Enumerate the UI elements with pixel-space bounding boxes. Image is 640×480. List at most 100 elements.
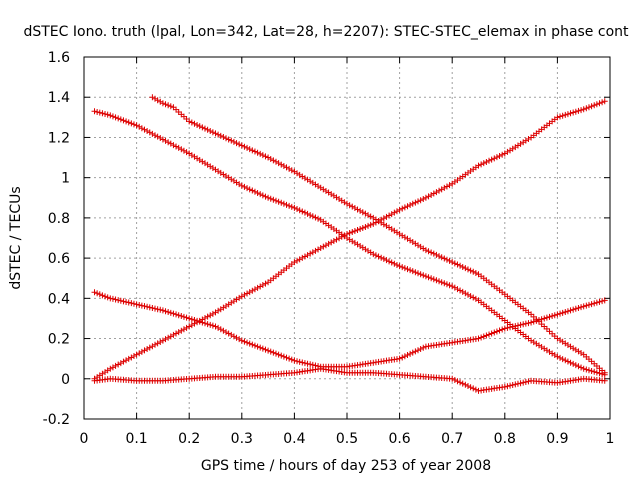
data-point bbox=[299, 254, 306, 261]
data-point bbox=[125, 299, 132, 306]
data-point bbox=[275, 351, 282, 358]
data-point bbox=[415, 347, 422, 354]
data-point bbox=[391, 209, 398, 216]
data-point bbox=[109, 295, 116, 302]
data-point bbox=[378, 254, 385, 261]
data-point bbox=[499, 151, 506, 158]
data-point bbox=[512, 323, 519, 330]
data-points bbox=[91, 94, 608, 394]
data-point bbox=[525, 320, 532, 327]
data-point bbox=[125, 355, 132, 362]
data-point bbox=[291, 357, 298, 364]
data-point bbox=[196, 123, 203, 130]
data-point bbox=[194, 121, 201, 128]
data-point bbox=[294, 257, 301, 264]
data-point bbox=[201, 320, 208, 327]
data-point bbox=[204, 126, 211, 133]
data-point bbox=[514, 380, 521, 387]
data-point bbox=[109, 113, 116, 120]
data-point bbox=[438, 254, 445, 261]
x-tick-label: 0 bbox=[80, 431, 89, 447]
data-point bbox=[257, 150, 264, 157]
data-point bbox=[138, 125, 145, 132]
data-point bbox=[183, 324, 190, 331]
data-point bbox=[283, 354, 290, 361]
data-point bbox=[225, 330, 232, 337]
data-point bbox=[178, 146, 185, 153]
data-point bbox=[572, 362, 579, 369]
data-point bbox=[170, 331, 177, 338]
data-point bbox=[241, 183, 248, 190]
data-point bbox=[370, 251, 377, 258]
data-point bbox=[99, 292, 106, 299]
data-point bbox=[557, 354, 564, 361]
data-point bbox=[349, 228, 356, 235]
data-point bbox=[249, 287, 256, 294]
data-point bbox=[520, 321, 527, 328]
data-point bbox=[330, 238, 337, 245]
data-point bbox=[294, 358, 301, 365]
data-point bbox=[102, 293, 109, 300]
x-tick-label: 0.2 bbox=[178, 431, 200, 447]
data-point bbox=[312, 214, 319, 221]
data-point bbox=[564, 358, 571, 365]
data-point bbox=[238, 337, 245, 344]
data-point bbox=[422, 194, 429, 201]
data-point bbox=[262, 153, 269, 160]
data-point bbox=[138, 302, 145, 309]
data-point bbox=[546, 313, 553, 320]
data-point bbox=[554, 353, 561, 360]
data-point bbox=[102, 110, 109, 117]
data-point bbox=[464, 383, 471, 390]
y-tick-label: 1.2 bbox=[48, 130, 70, 146]
data-point bbox=[446, 257, 453, 264]
data-point bbox=[246, 289, 253, 296]
data-point bbox=[91, 108, 98, 115]
data-point bbox=[407, 202, 414, 209]
data-point bbox=[246, 340, 253, 347]
data-point bbox=[443, 281, 450, 288]
data-point bbox=[404, 203, 411, 210]
x-tick-label: 0.9 bbox=[546, 431, 568, 447]
x-tick-label: 0.6 bbox=[388, 431, 410, 447]
data-point bbox=[117, 360, 124, 367]
data-point bbox=[501, 383, 508, 390]
data-point bbox=[162, 101, 169, 108]
y-tick-label: -0.2 bbox=[43, 412, 70, 428]
data-point bbox=[133, 122, 140, 129]
data-point bbox=[157, 338, 164, 345]
data-point bbox=[488, 330, 495, 337]
data-point bbox=[157, 306, 164, 313]
data-point bbox=[428, 249, 435, 256]
data-point bbox=[459, 380, 466, 387]
data-point bbox=[436, 278, 443, 285]
data-point bbox=[144, 346, 151, 353]
data-point bbox=[354, 226, 361, 233]
y-tick-labels: -0.2 0 0.2 0.4 0.6 0.8 1 1.2 1.4 1.6 bbox=[43, 50, 70, 428]
data-point bbox=[475, 335, 482, 342]
data-point bbox=[441, 184, 448, 191]
data-point bbox=[115, 115, 122, 122]
data-point bbox=[301, 360, 308, 367]
data-point bbox=[304, 210, 311, 217]
data-point bbox=[307, 361, 314, 368]
y-tick-label: 0.4 bbox=[48, 291, 70, 307]
data-point bbox=[433, 189, 440, 196]
data-point bbox=[470, 385, 477, 392]
y-tick-label: 0.6 bbox=[48, 251, 70, 267]
data-point bbox=[173, 330, 180, 337]
data-point bbox=[267, 348, 274, 355]
data-point bbox=[346, 229, 353, 236]
data-point bbox=[467, 267, 474, 274]
data-point bbox=[294, 206, 301, 213]
data-point bbox=[307, 250, 314, 257]
data-point bbox=[262, 346, 269, 353]
data-point bbox=[559, 309, 566, 316]
data-point bbox=[315, 215, 322, 222]
data-point bbox=[588, 367, 595, 374]
data-point bbox=[443, 183, 450, 190]
data-point bbox=[304, 252, 311, 259]
y-tick-label: 0.2 bbox=[48, 332, 70, 348]
data-point bbox=[238, 182, 245, 189]
data-point bbox=[578, 364, 585, 371]
